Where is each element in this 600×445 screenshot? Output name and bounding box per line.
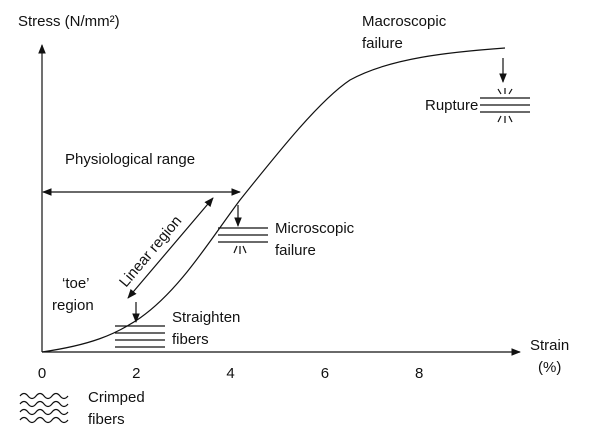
x-tick-labels: 0 2 4 6 8: [38, 365, 424, 382]
annotation: Macroscopic: [362, 13, 447, 30]
annotation: Physiological range: [65, 151, 195, 168]
x-tick-label: 2: [132, 365, 140, 382]
y-axis-label: Stress (N/mm²): [18, 13, 120, 30]
rupture-icon: [480, 88, 530, 123]
stress-strain-curve: [41, 47, 506, 353]
annotation: failure: [275, 242, 316, 259]
straight-fibers-icon: [115, 325, 165, 348]
annotation: Microscopic: [275, 220, 355, 237]
annotation: failure: [362, 35, 403, 52]
annotation: fibers: [172, 331, 209, 348]
annotation: Linear region: [116, 213, 185, 291]
microscopic-icon: [218, 227, 268, 254]
x-tick-label: 6: [321, 365, 329, 382]
annotation: Straighten: [172, 309, 240, 326]
x-tick-label: 8: [415, 365, 423, 382]
annotation: Rupture: [425, 97, 478, 114]
x-tick-label: 0: [38, 365, 46, 382]
x-tick-label: 4: [226, 365, 234, 382]
annotation: Crimped: [88, 389, 145, 406]
x-axis-label: (%): [538, 359, 561, 376]
linear-arrow: [127, 197, 214, 299]
annotation: fibers: [88, 411, 125, 428]
annotation: region: [52, 297, 94, 314]
x-axis-label: Strain: [530, 337, 569, 354]
annotation: ‘toe’: [62, 275, 90, 292]
crimped-fibers-icon: [19, 392, 69, 424]
